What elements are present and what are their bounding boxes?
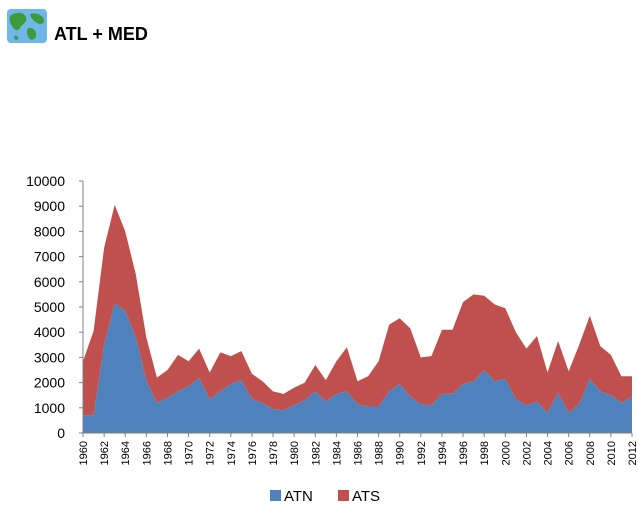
y-tick-label: 5000 bbox=[34, 299, 65, 315]
legend-swatch-atn bbox=[270, 490, 281, 501]
y-tick-label: 2000 bbox=[34, 375, 65, 391]
y-tick-label: 1000 bbox=[34, 400, 65, 416]
x-tick-label: 1964 bbox=[120, 441, 132, 465]
y-tick-label: 10000 bbox=[26, 173, 65, 189]
x-tick-label: 1994 bbox=[437, 441, 449, 465]
y-tick-label: 6000 bbox=[34, 274, 65, 290]
chart-title: ATL + MED bbox=[54, 24, 148, 44]
y-axis: 0 1000 2000 3000 4000 5000 6000 7000 8000 9000 100… bbox=[26, 173, 84, 441]
x-tick-label: 1986 bbox=[353, 441, 365, 465]
x-tick-label: 1974 bbox=[226, 441, 238, 465]
x-tick-label: 2006 bbox=[564, 441, 576, 465]
x-tick-label: 1998 bbox=[479, 441, 491, 465]
y-tick-label: 4000 bbox=[34, 324, 65, 340]
legend-label-ats: ATS bbox=[352, 488, 380, 505]
x-tick-label: 1976 bbox=[247, 441, 259, 465]
x-tick-label: 1978 bbox=[268, 441, 280, 465]
y-tick-label: 7000 bbox=[34, 249, 65, 265]
legend-label-atn: ATN bbox=[284, 488, 313, 505]
x-tick-label: 2010 bbox=[606, 441, 618, 465]
x-tick-label: 2008 bbox=[585, 441, 597, 465]
x-tick-label: 1970 bbox=[184, 441, 196, 465]
x-tick-label: 1966 bbox=[141, 441, 153, 465]
x-tick-label: 1962 bbox=[99, 441, 111, 465]
x-tick-label: 1992 bbox=[416, 441, 428, 465]
x-tick-label: 1980 bbox=[289, 441, 301, 465]
legend: ATN ATS bbox=[270, 488, 380, 505]
globe-icon bbox=[7, 9, 47, 43]
x-tick-label: 1984 bbox=[331, 441, 343, 465]
y-tick-label: 8000 bbox=[34, 223, 65, 239]
x-tick-label: 1960 bbox=[78, 441, 90, 465]
x-tick-label: 1996 bbox=[458, 441, 470, 465]
x-axis: 1960 1962 1964 1966 1968 1970 1972 1974 1976 1978… bbox=[78, 432, 638, 465]
x-tick-label: 1982 bbox=[310, 441, 322, 465]
x-tick-label: 2000 bbox=[500, 441, 512, 465]
x-tick-label: 2004 bbox=[543, 441, 555, 465]
x-tick-label: 1990 bbox=[395, 441, 407, 465]
chart-areas bbox=[83, 204, 632, 433]
x-tick-label: 1968 bbox=[162, 441, 174, 465]
x-tick-label: 1988 bbox=[374, 441, 386, 465]
y-tick-label: 3000 bbox=[34, 349, 65, 365]
x-tick-label: 1972 bbox=[205, 441, 217, 465]
series-area-atn bbox=[83, 303, 632, 433]
x-tick-label: 2002 bbox=[521, 441, 533, 465]
series-area-ats bbox=[83, 204, 632, 416]
y-tick-label: 0 bbox=[57, 425, 65, 441]
x-tick-label: 2012 bbox=[627, 441, 638, 465]
legend-swatch-ats bbox=[338, 490, 349, 501]
y-tick-label: 9000 bbox=[34, 198, 65, 214]
